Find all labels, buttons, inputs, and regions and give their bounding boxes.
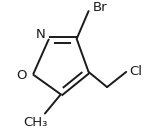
Text: N: N <box>36 28 46 41</box>
Text: CH₃: CH₃ <box>24 116 48 129</box>
Text: Br: Br <box>93 1 107 14</box>
Text: Cl: Cl <box>130 65 143 78</box>
Text: O: O <box>17 69 27 82</box>
